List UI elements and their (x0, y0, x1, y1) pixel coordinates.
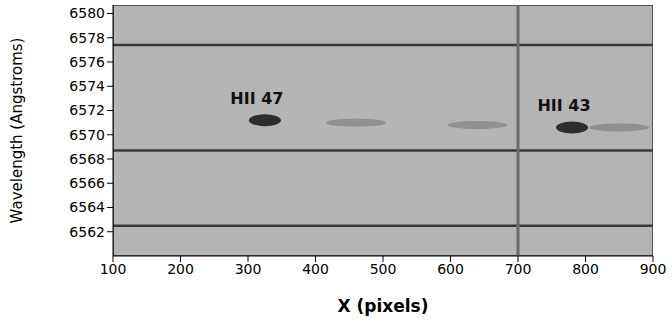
svg-text:6576: 6576 (69, 54, 105, 70)
svg-text:500: 500 (370, 261, 397, 277)
svg-text:100: 100 (100, 261, 127, 277)
svg-text:Wavelength (Angstroms): Wavelength (Angstroms) (8, 38, 26, 224)
svg-text:6572: 6572 (69, 102, 105, 118)
svg-text:200: 200 (167, 261, 194, 277)
svg-text:6570: 6570 (69, 127, 105, 143)
svg-text:600: 600 (437, 261, 464, 277)
svg-text:6566: 6566 (69, 175, 105, 191)
svg-text:X (pixels): X (pixels) (337, 296, 428, 316)
svg-text:800: 800 (572, 261, 599, 277)
svg-text:300: 300 (235, 261, 262, 277)
svg-text:900: 900 (640, 261, 667, 277)
svg-text:6562: 6562 (69, 224, 105, 240)
svg-text:700: 700 (505, 261, 532, 277)
svg-text:6574: 6574 (69, 78, 105, 94)
svg-text:HII 47: HII 47 (230, 89, 283, 108)
svg-text:HII 43: HII 43 (537, 96, 590, 115)
svg-text:6578: 6578 (69, 30, 105, 46)
svg-text:6580: 6580 (69, 5, 105, 21)
svg-text:6568: 6568 (69, 151, 105, 167)
svg-text:6564: 6564 (69, 199, 105, 215)
svg-text:400: 400 (302, 261, 329, 277)
